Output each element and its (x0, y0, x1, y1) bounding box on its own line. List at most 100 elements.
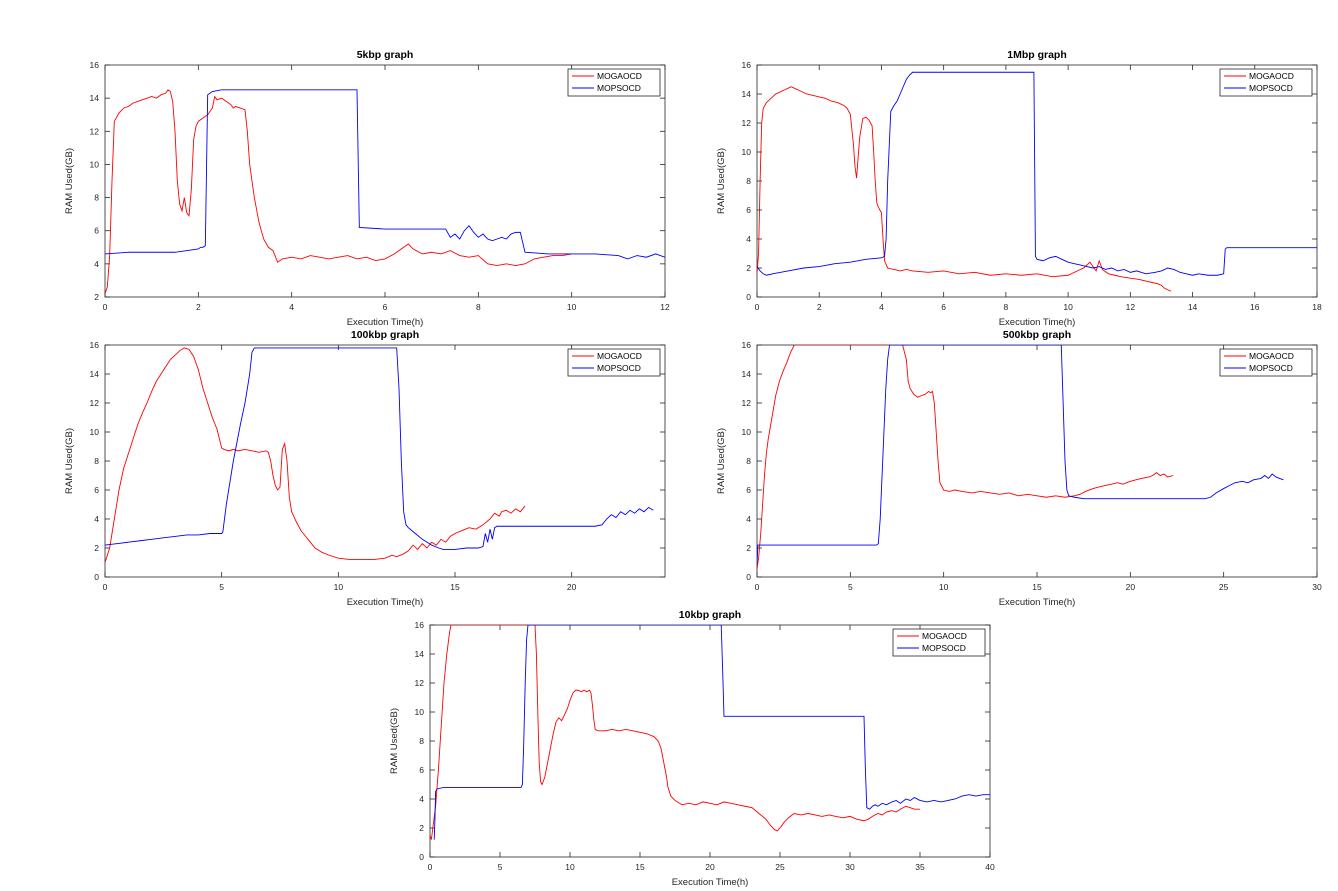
chart-canvas-100kbp: 0 5 10 15 20 0 2 4 6 8 10 12 14 16 100kbp graph Executi… (64, 329, 666, 608)
axis-tick-labels: 0 2 4 6 8 10 12 14 16 18 0 2 4 6 8 10 12 14 16 (742, 60, 1322, 312)
y-tick-label: 10 (742, 147, 752, 157)
legend-label-MOGAOCD: MOGAOCD (1249, 71, 1294, 81)
x-tick-label: 8 (476, 302, 481, 312)
axis-ticks (429, 624, 991, 858)
chart-title: 500kbp graph (1003, 329, 1071, 341)
y-tick-label: 16 (415, 620, 425, 630)
y-axis-label: RAM Used(GB) (64, 428, 75, 494)
y-tick-label: 4 (94, 514, 99, 524)
y-tick-label: 4 (746, 514, 751, 524)
y-axis-label: RAM Used(GB) (389, 708, 400, 774)
y-tick-label: 0 (419, 852, 424, 862)
series-group (757, 345, 1284, 570)
y-tick-label: 2 (94, 292, 99, 302)
y-tick-label: 0 (746, 292, 751, 302)
chart-canvas-500kbp: 0 5 10 15 20 25 30 0 2 4 6 8 10 12 14 16 500kbp graph Exe… (716, 329, 1322, 608)
x-axis-label: Execution Time(h) (999, 597, 1076, 608)
y-tick-label: 14 (90, 93, 100, 103)
x-tick-label: 10 (939, 582, 949, 592)
legend-box (1219, 68, 1313, 97)
series-line-MOGAOCD (757, 86, 1171, 292)
y-tick-label: 6 (746, 205, 751, 215)
axis-ticks (104, 64, 666, 298)
legend-label-MOPSOCD: MOPSOCD (1249, 363, 1293, 373)
x-tick-label: 6 (383, 302, 388, 312)
x-tick-label: 8 (1004, 302, 1009, 312)
series-group (430, 625, 990, 840)
y-tick-label: 10 (90, 159, 100, 169)
x-tick-label: 5 (848, 582, 853, 592)
legend: MOGAOCD MOPSOCD (567, 68, 661, 97)
axis-ticks (756, 344, 1318, 578)
axis-ticks (756, 64, 1318, 298)
x-tick-label: 6 (941, 302, 946, 312)
y-tick-label: 4 (94, 259, 99, 269)
y-tick-label: 10 (90, 427, 100, 437)
y-tick-label: 4 (746, 234, 751, 244)
x-tick-label: 2 (817, 302, 822, 312)
chart-title: 1Mbp graph (1007, 49, 1067, 61)
legend-label-MOGAOCD: MOGAOCD (922, 631, 967, 641)
legend-box (567, 68, 661, 97)
x-tick-label: 20 (1126, 582, 1136, 592)
x-tick-label: 10 (565, 862, 575, 872)
x-tick-label: 40 (985, 862, 995, 872)
y-axis-label: RAM Used(GB) (716, 428, 727, 494)
y-tick-label: 12 (742, 118, 752, 128)
axis-tick-labels: 0 5 10 15 20 25 30 35 40 0 2 4 6 8 10 12 14 16 (415, 620, 995, 872)
y-tick-label: 8 (746, 176, 751, 186)
x-tick-label: 15 (1032, 582, 1042, 592)
legend: MOGAOCD MOPSOCD (892, 628, 986, 657)
x-axis-label: Execution Time(h) (999, 317, 1076, 328)
plot-box (104, 64, 666, 298)
y-tick-label: 14 (742, 89, 752, 99)
y-tick-label: 10 (742, 427, 752, 437)
series-group (105, 347, 654, 563)
legend-label-MOGAOCD: MOGAOCD (597, 351, 642, 361)
x-tick-label: 25 (775, 862, 785, 872)
y-tick-label: 6 (94, 226, 99, 236)
legend-box (1219, 348, 1313, 377)
x-tick-label: 0 (755, 582, 760, 592)
x-tick-label: 25 (1219, 582, 1229, 592)
axis-tick-labels: 0 5 10 15 20 25 30 0 2 4 6 8 10 12 14 16 (742, 340, 1322, 592)
x-tick-label: 20 (705, 862, 715, 872)
y-tick-label: 0 (94, 572, 99, 582)
y-axis-label: RAM Used(GB) (64, 148, 75, 214)
plot-box (429, 624, 991, 858)
x-tick-label: 0 (103, 302, 108, 312)
plot-box (104, 344, 666, 578)
y-tick-label: 12 (415, 678, 425, 688)
x-tick-label: 14 (1188, 302, 1198, 312)
x-tick-label: 18 (1312, 302, 1322, 312)
y-tick-label: 14 (415, 649, 425, 659)
x-tick-label: 10 (1063, 302, 1073, 312)
y-tick-label: 2 (94, 543, 99, 553)
x-tick-label: 0 (428, 862, 433, 872)
x-tick-label: 35 (915, 862, 925, 872)
legend-box (567, 348, 661, 377)
y-tick-label: 8 (746, 456, 751, 466)
y-tick-label: 12 (742, 398, 752, 408)
y-tick-label: 16 (90, 340, 100, 350)
x-tick-label: 12 (660, 302, 670, 312)
chart-500kbp: 0 5 10 15 20 25 30 0 2 4 6 8 10 12 14 16 500kbp graph Exe… (712, 325, 1332, 622)
x-tick-label: 2 (196, 302, 201, 312)
axis-ticks (104, 344, 665, 578)
chart-10kbp: 0 5 10 15 20 25 30 35 40 0 2 4 6 8 10 12 14 16 10kbp graph… (385, 605, 1005, 891)
x-axis-label: Execution Time(h) (672, 877, 749, 888)
y-tick-label: 14 (90, 369, 100, 379)
chart-title: 10kbp graph (679, 609, 741, 621)
x-axis-label: Execution Time(h) (347, 597, 424, 608)
x-tick-label: 5 (498, 862, 503, 872)
x-tick-label: 0 (103, 582, 108, 592)
y-tick-label: 6 (419, 765, 424, 775)
y-tick-label: 16 (742, 60, 752, 70)
x-tick-label: 15 (635, 862, 645, 872)
series-group (757, 71, 1317, 292)
x-tick-label: 20 (567, 582, 577, 592)
x-tick-label: 16 (1250, 302, 1260, 312)
y-tick-label: 10 (415, 707, 425, 717)
